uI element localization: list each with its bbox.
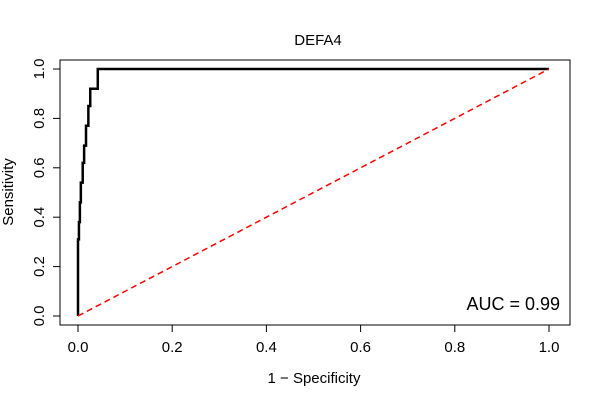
y-tick-label: 1.0 bbox=[31, 59, 48, 80]
y-tick-label: 0.8 bbox=[31, 108, 48, 129]
x-tick-label: 0.0 bbox=[68, 339, 89, 356]
chart-title: DEFA4 bbox=[294, 32, 342, 49]
x-tick-label: 0.2 bbox=[162, 339, 183, 356]
y-axis-label: Sensitivity bbox=[0, 158, 17, 226]
y-tick-label: 0.2 bbox=[31, 256, 48, 277]
x-tick-label: 1.0 bbox=[539, 339, 560, 356]
y-axis: 0.0 0.2 0.4 0.6 0.8 1.0 bbox=[31, 59, 61, 327]
y-tick-label: 0.4 bbox=[31, 207, 48, 228]
x-tick-label: 0.4 bbox=[256, 339, 277, 356]
x-tick-label: 0.8 bbox=[444, 339, 465, 356]
x-tick-label: 0.6 bbox=[350, 339, 371, 356]
roc-curve bbox=[76, 67, 549, 316]
x-axis: 0.0 0.2 0.4 0.6 0.8 1.0 bbox=[68, 324, 560, 356]
y-tick-label: 0.6 bbox=[31, 157, 48, 178]
y-tick-label: 0.0 bbox=[31, 306, 48, 327]
x-axis-label: 1 − Specificity bbox=[268, 370, 361, 387]
auc-annotation: AUC = 0.99 bbox=[466, 294, 560, 314]
reference-diagonal-line bbox=[77, 68, 550, 317]
plot-area bbox=[76, 67, 550, 317]
